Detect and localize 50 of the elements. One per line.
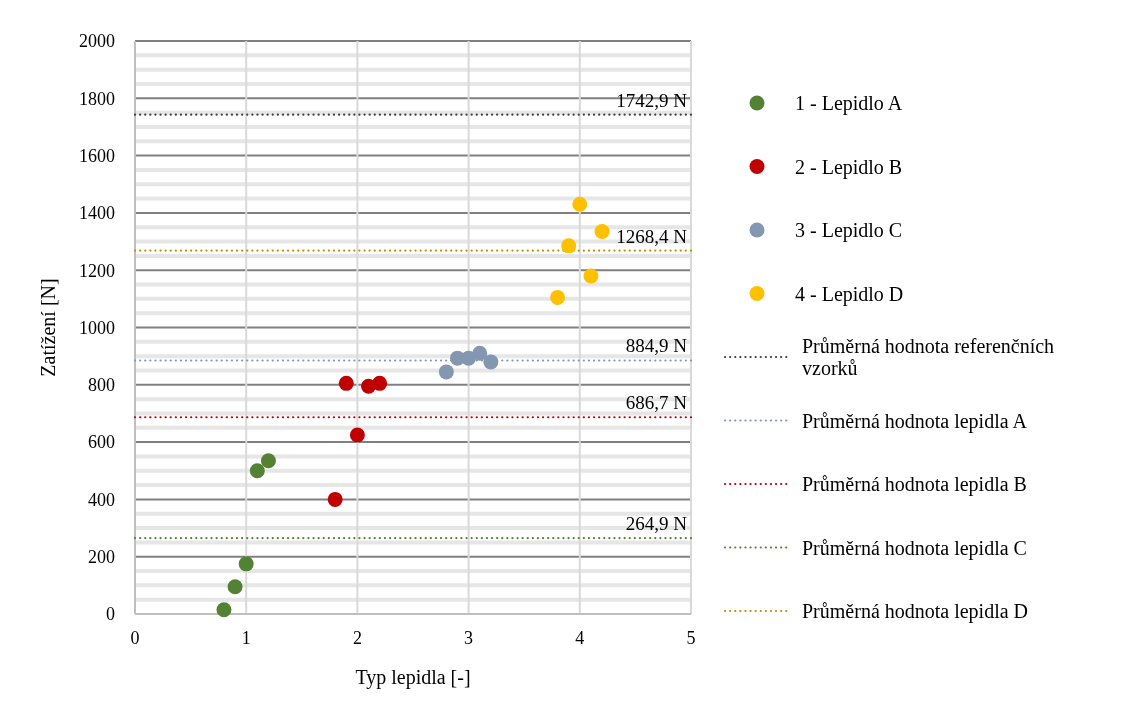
legend-label: 1 - Lepidlo A	[795, 92, 903, 115]
point	[327, 491, 343, 507]
legend-label: Průměrná hodnota lepidla B	[802, 473, 1027, 496]
y-tick-label: 2000	[79, 31, 115, 52]
x-tick-label: 0	[130, 628, 140, 648]
point	[249, 463, 265, 479]
y-tick-label: 800	[88, 375, 115, 396]
data-label: 264,9 N	[625, 513, 688, 535]
legend-label: 2 - Lepidlo B	[795, 155, 903, 179]
y-axis-title: Zatížení [N]	[37, 278, 59, 377]
y-tick-label: 1400	[79, 203, 115, 224]
point	[472, 345, 488, 361]
point	[349, 427, 365, 443]
data-label: 884,9 N	[625, 335, 688, 357]
point	[238, 556, 254, 572]
data-label: 686,7 N	[625, 392, 688, 414]
legend-label: Průměrná hodnota lepidla A	[802, 409, 1028, 433]
point	[561, 238, 577, 254]
y-tick-label: 1800	[79, 88, 115, 109]
point	[216, 602, 232, 618]
point	[572, 196, 588, 212]
x-tick-label: 1	[241, 628, 251, 648]
y-tick-label: 0	[106, 604, 115, 625]
x-axis-title: Typ lepidla [-]	[355, 666, 471, 689]
point	[372, 375, 388, 391]
x-tick-label: 5	[686, 628, 696, 648]
point	[483, 354, 499, 370]
x-tick-label: 4	[575, 628, 585, 648]
x-tick-label: 2	[352, 628, 362, 648]
point	[583, 268, 599, 284]
point	[594, 224, 610, 240]
y-tick-label: 1000	[79, 317, 115, 338]
data-label: 1742,9 N	[616, 89, 688, 111]
y-tick-label: 600	[88, 432, 115, 453]
legend-label: Průměrná hodnota lepidla D	[802, 600, 1029, 623]
point	[438, 364, 454, 380]
point	[550, 289, 566, 305]
y-tick-label: 400	[88, 489, 115, 510]
legend-label: 4 - Lepidlo D	[795, 282, 904, 306]
y-tick-label: 1200	[79, 260, 115, 281]
legend-label: Průměrná hodnota lepidla C	[802, 536, 1027, 560]
legend-label: Průměrná hodnota referenčních vzorků	[802, 335, 1055, 379]
point	[227, 579, 243, 595]
x-tick-label: 3	[464, 628, 474, 648]
point	[338, 375, 354, 391]
legend-label: 3 - Lepidlo C	[795, 219, 903, 242]
y-tick-label: 200	[88, 547, 115, 567]
data-label: 1268,4 N	[616, 225, 688, 247]
point	[260, 453, 276, 469]
y-tick-label: 1600	[79, 145, 115, 166]
